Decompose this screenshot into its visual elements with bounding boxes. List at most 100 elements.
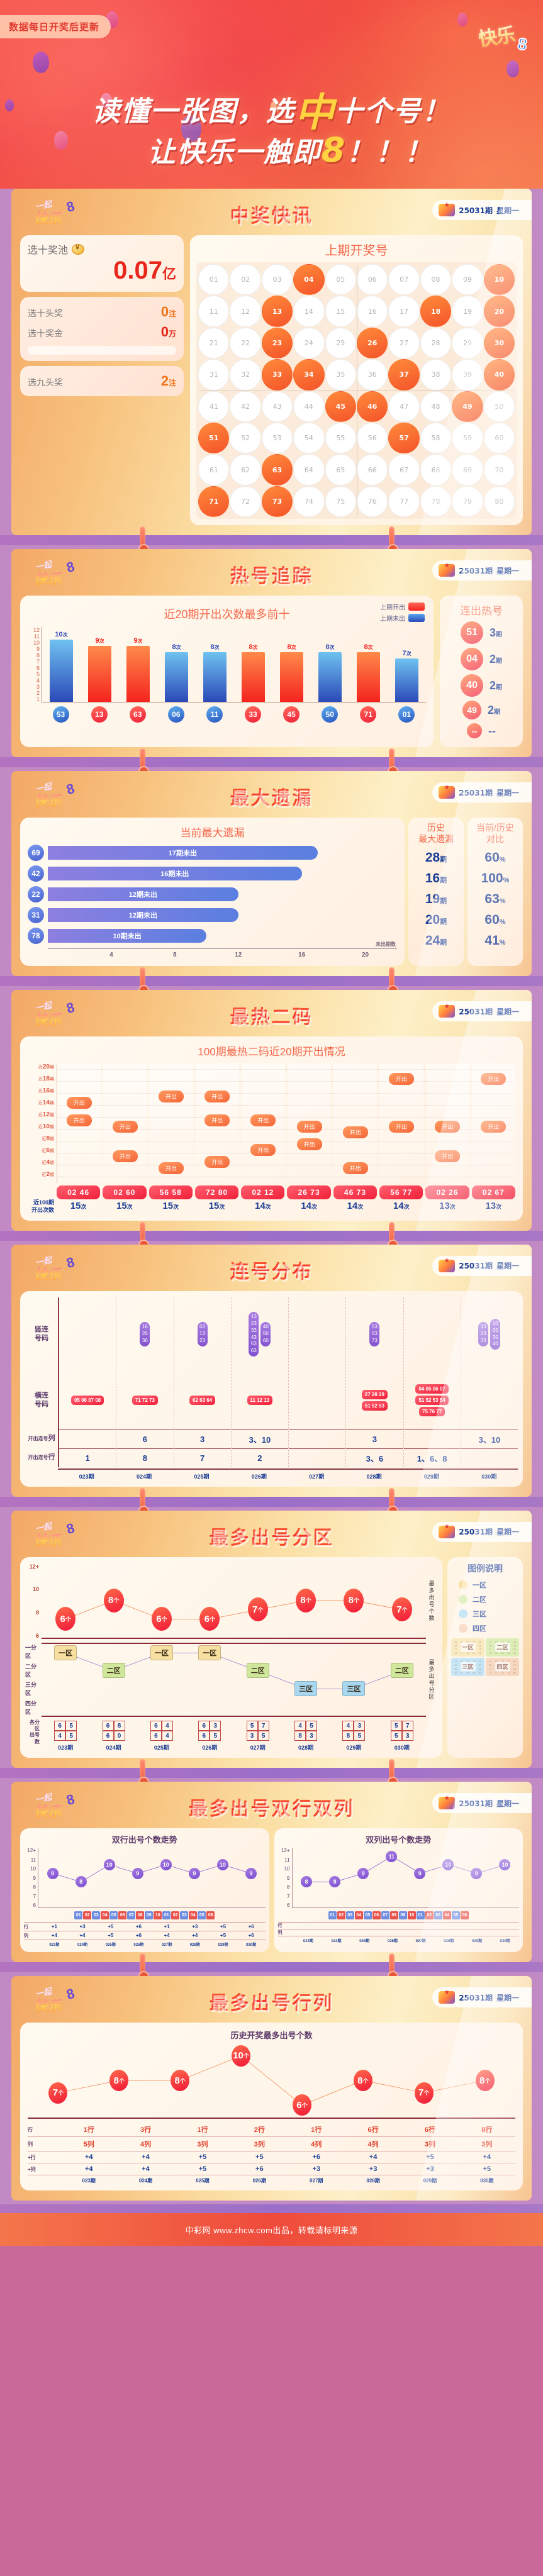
pair-lane: 开出 开出 开出 bbox=[195, 1063, 239, 1184]
section-title: 热号追踪 bbox=[20, 560, 523, 588]
zone-quad-value: 5 bbox=[65, 1721, 77, 1731]
prize-row-value: 0万 bbox=[160, 324, 176, 340]
section-title: 最大遗漏 bbox=[20, 782, 523, 810]
bar bbox=[279, 652, 304, 702]
mini-logo-icon bbox=[439, 204, 456, 216]
y-tick: 9 bbox=[36, 646, 40, 653]
number-chip: 07 bbox=[127, 1911, 136, 1920]
table-cell: +3 bbox=[426, 2165, 434, 2174]
pair-count: 13次 bbox=[439, 1201, 456, 1212]
horizontal-chain-chip: 05 06 07 08 bbox=[70, 1396, 104, 1406]
prize-row: 选十奖金 0万 bbox=[28, 322, 176, 342]
zone-name-node: 三区 bbox=[342, 1680, 366, 1696]
consecutive-column: 13 23 33 10 20 30 40 3、10 bbox=[461, 1297, 518, 1467]
zone-count-side-label: 最多出号个数 bbox=[428, 1580, 435, 1622]
table-cell bbox=[406, 1923, 435, 1929]
horizontal-chain-chip: 11 12 13 bbox=[247, 1396, 273, 1406]
bar-column: 8次 bbox=[160, 627, 193, 702]
zone-map-number: 50 bbox=[478, 1663, 481, 1667]
trend-node: 10 bbox=[499, 1859, 511, 1871]
zone-quad-value: 8 bbox=[342, 1731, 354, 1741]
period-label: 028期 bbox=[189, 1943, 200, 1948]
y-tick: 8 bbox=[33, 1884, 36, 1890]
period-label: 026期 bbox=[251, 1473, 267, 1480]
number-ball: 58 bbox=[420, 423, 452, 454]
omission-bar: 10期未出 bbox=[48, 929, 207, 943]
brand-star-logo: 一起 快乐 8 bbox=[24, 996, 84, 1035]
consecutive-column: 04 05 06 07 51 52 53 54 75 76 77 1、6、8 bbox=[403, 1297, 461, 1467]
period-label: 023期 bbox=[49, 1943, 60, 1948]
issue-weekday: 星期一 bbox=[496, 1262, 519, 1271]
zone-name-node: 三区 bbox=[294, 1680, 318, 1696]
headline-2-part-b: ！！！ bbox=[346, 136, 434, 169]
x-axis-ball: 71 bbox=[352, 706, 385, 723]
streak-title: 连出热号 bbox=[460, 605, 503, 618]
pair-lane: 开出 开出 bbox=[288, 1063, 332, 1184]
trend-line bbox=[293, 1848, 520, 1907]
zone-map-number: 24 bbox=[507, 1640, 510, 1643]
y-tick: 7 bbox=[287, 1893, 290, 1899]
y-tick: 近2期 bbox=[42, 1171, 54, 1179]
number-ball: 16 bbox=[357, 296, 388, 327]
period-label: 024期 bbox=[77, 1943, 88, 1948]
table-cell: 6行 bbox=[424, 2126, 435, 2135]
update-notice-badge: 数据每日开奖后更新 bbox=[0, 15, 111, 38]
number-ball: 20 bbox=[483, 296, 515, 327]
period-label: 023期 bbox=[58, 1745, 74, 1752]
issue-weekday: 星期一 bbox=[496, 206, 519, 215]
section-header: 一起 快乐 8 连号分布 25031期 星期一 bbox=[20, 1252, 532, 1291]
number-ball: 63 bbox=[261, 454, 293, 486]
number-chip: 06 bbox=[460, 1911, 469, 1920]
pair-column: 56 58 15次 bbox=[148, 1185, 193, 1214]
consecutive-period-labels: 023期 024期 025期 026期 027期 028期 029期 030期 bbox=[58, 1468, 518, 1480]
row-header: 行 bbox=[28, 2126, 33, 2133]
drawn-marker: 开出 bbox=[435, 1120, 461, 1133]
zone-map-number: 57 bbox=[460, 1670, 464, 1674]
zone-quad-value: 5 bbox=[390, 1721, 402, 1731]
pair-label: 02 60 bbox=[103, 1185, 147, 1200]
issue-period: 25031期 bbox=[459, 1007, 493, 1016]
ball-label: 50 bbox=[322, 706, 339, 723]
row-label-horizontal: 横连 号码 bbox=[35, 1392, 48, 1408]
horizontal-chains: 71 72 73 bbox=[116, 1372, 173, 1430]
zone-quad-value: 5 bbox=[306, 1721, 318, 1731]
chart-legend: 上期开出 上期未出 bbox=[380, 602, 425, 625]
zone-map-number: 30 bbox=[513, 1643, 516, 1647]
consecutive-row-value: 2 bbox=[231, 1448, 288, 1467]
hanger-left bbox=[138, 1953, 149, 1982]
hanger-right bbox=[388, 1487, 398, 1516]
brand-kuaile: 快乐 bbox=[34, 790, 62, 810]
table-cell: 4列 bbox=[140, 2141, 152, 2149]
pair-count: 14次 bbox=[393, 1201, 410, 1212]
period-label: 030期 bbox=[394, 1745, 410, 1752]
table-cell: +3 bbox=[192, 1924, 198, 1930]
omission-bar: 12期未出 bbox=[48, 908, 238, 923]
y-tick: 12+ bbox=[281, 1848, 290, 1854]
y-tick: 6 bbox=[35, 1632, 39, 1639]
table-cell bbox=[322, 1929, 350, 1936]
vertical-chains: 13 23 33 10 20 30 40 bbox=[461, 1297, 518, 1372]
bar bbox=[126, 646, 150, 702]
number-ball: 48 bbox=[420, 391, 452, 423]
hanger-left bbox=[138, 748, 149, 777]
mini-logo-icon bbox=[439, 1797, 456, 1810]
period-label: 028期 bbox=[366, 1473, 382, 1480]
zone-map-number: 75 bbox=[513, 1667, 516, 1670]
omission-number: 78 bbox=[28, 928, 44, 945]
streak-row: 04 2期 bbox=[445, 648, 518, 671]
row-header: 列 bbox=[24, 1933, 28, 1938]
zone-legend-items: 一区 二区 三区 四区 bbox=[451, 1580, 519, 1633]
bar-value-label: 8次 bbox=[287, 643, 296, 651]
pair-label: 26 73 bbox=[287, 1185, 331, 1200]
drawn-marker: 开出 bbox=[435, 1150, 461, 1162]
zone-quad-counts: 6 5 4 5 023期 6 8 6 0 024期 6 4 6 4 025期 6 3 6 5 026期 5 7 3 5 027期… bbox=[42, 1719, 426, 1752]
pair-column: 72 80 15次 bbox=[194, 1185, 239, 1214]
zone-name-node: 一区 bbox=[198, 1645, 221, 1660]
zone-map-number: 01 bbox=[454, 1640, 457, 1643]
number-ball: 36 bbox=[357, 359, 388, 391]
table-row: 行 +1 +3 +5 +6 +1 +3 +5 +6 bbox=[24, 1922, 266, 1931]
mini-logo-icon bbox=[439, 1259, 456, 1272]
x-axis-ball: 45 bbox=[275, 706, 308, 723]
